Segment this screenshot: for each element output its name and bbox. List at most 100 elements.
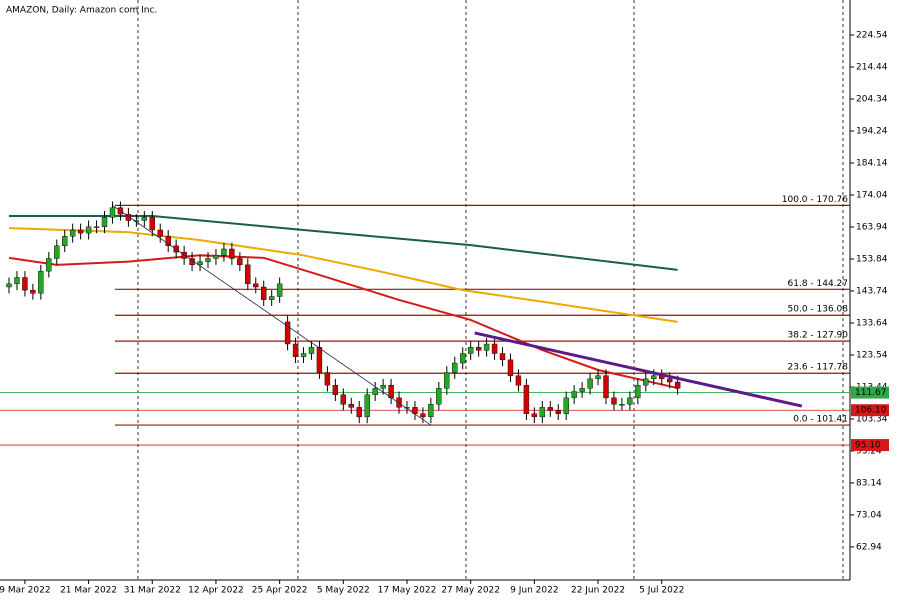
candle-body — [101, 217, 108, 228]
candle-body — [276, 283, 283, 297]
candle-body — [491, 343, 498, 354]
candle-body — [237, 258, 243, 266]
y-tick-label: 184.14 — [856, 159, 888, 169]
y-tick-label: 194.24 — [856, 127, 888, 137]
moving-average — [8, 254, 678, 390]
candle-body — [54, 245, 60, 259]
candle-body — [444, 372, 450, 389]
candle-body — [635, 384, 641, 399]
candle-body — [515, 375, 522, 386]
y-tick-label: 153.84 — [856, 254, 888, 264]
price-box — [851, 439, 889, 452]
candle-body — [253, 283, 259, 288]
y-tick-label: 62.94 — [856, 542, 882, 552]
fib-label: 61.8 - 144.27 — [788, 279, 849, 289]
y-tick-label: 93.24 — [856, 446, 882, 456]
y-tick-label: 143.74 — [856, 286, 888, 296]
candle-body — [428, 403, 434, 418]
candle-body — [30, 289, 36, 294]
candle-body — [197, 261, 203, 266]
candle-body — [316, 346, 323, 373]
y-tick-label: 123.54 — [856, 350, 888, 360]
candle-body — [436, 388, 442, 405]
candle-body — [46, 258, 52, 272]
candle-body — [221, 248, 227, 256]
candle-body — [125, 213, 132, 221]
candle-body — [666, 378, 673, 383]
candle-body — [356, 407, 362, 418]
trendline — [474, 331, 803, 408]
price-box — [851, 386, 889, 399]
candle-body — [348, 403, 354, 408]
y-tick-label: 214.44 — [856, 63, 888, 73]
candle-body — [420, 413, 426, 418]
moving-average — [8, 227, 678, 323]
y-tick-label: 204.34 — [856, 95, 888, 105]
candle-body — [85, 226, 92, 234]
candle-body — [38, 270, 44, 294]
trendline — [112, 205, 432, 426]
price-label: 95.10 — [855, 441, 881, 451]
candle-body — [579, 388, 585, 392]
candle-body — [213, 255, 219, 259]
candle-body — [245, 264, 251, 285]
candle-body — [619, 403, 625, 406]
candle-body — [555, 410, 561, 414]
candle-body — [93, 226, 100, 229]
candle-body — [563, 397, 569, 414]
x-tick-label: 9 Jun 2022 — [510, 586, 558, 596]
candle-body — [547, 407, 553, 411]
chart-title: AMAZON, Daily: Amazon com Inc. — [6, 6, 157, 16]
y-tick-label: 83.14 — [856, 478, 882, 488]
candle-body — [165, 236, 171, 247]
candle-body — [14, 277, 20, 285]
x-tick-label: 31 Mar 2022 — [124, 586, 181, 596]
candle-body — [595, 375, 601, 380]
y-tick-label: 163.94 — [856, 222, 888, 232]
price-label: 106.10 — [855, 406, 887, 416]
candle-body — [229, 248, 235, 259]
candle-body — [539, 407, 546, 418]
candle-body — [284, 321, 291, 345]
candle-body — [308, 346, 315, 354]
y-tick-label: 73.04 — [856, 510, 882, 520]
candle-body — [467, 346, 474, 354]
candle-body — [531, 413, 538, 418]
candle-body — [205, 258, 211, 262]
fib-label: 0.0 - 101.41 — [793, 415, 848, 425]
price-label: 111.67 — [855, 388, 887, 398]
candle-body — [507, 359, 514, 376]
candle-body — [77, 229, 84, 234]
candle-body — [523, 384, 530, 414]
x-tick-label: 27 May 2022 — [441, 586, 500, 596]
candle-body — [300, 353, 307, 357]
candle-body — [499, 353, 506, 361]
candle-body — [627, 397, 633, 405]
candle-body — [483, 343, 490, 351]
candle-body — [149, 217, 155, 231]
x-tick-label: 5 May 2022 — [317, 586, 370, 596]
candle-body — [611, 397, 617, 405]
candle-body — [69, 229, 76, 237]
y-tick-label: 224.54 — [856, 31, 888, 41]
candle-body — [268, 296, 275, 300]
candle-body — [452, 362, 458, 373]
candle-body — [475, 346, 482, 351]
candle-body — [332, 384, 339, 395]
fib-label: 23.6 - 117.78 — [788, 363, 849, 373]
candle-body — [651, 375, 657, 380]
candle-body — [157, 229, 163, 237]
fib-label: 38.2 - 127.90 — [788, 331, 849, 341]
x-tick-label: 22 Jun 2022 — [571, 586, 625, 596]
candle-body — [571, 391, 577, 399]
candle-body — [340, 394, 347, 405]
candle-body — [181, 251, 187, 259]
x-tick-label: 9 Mar 2022 — [0, 586, 51, 596]
candle-body — [261, 286, 267, 300]
candle-body — [372, 388, 378, 395]
candle-body — [460, 353, 466, 364]
x-tick-label: 21 Mar 2022 — [60, 586, 117, 596]
candle-body — [674, 381, 681, 389]
